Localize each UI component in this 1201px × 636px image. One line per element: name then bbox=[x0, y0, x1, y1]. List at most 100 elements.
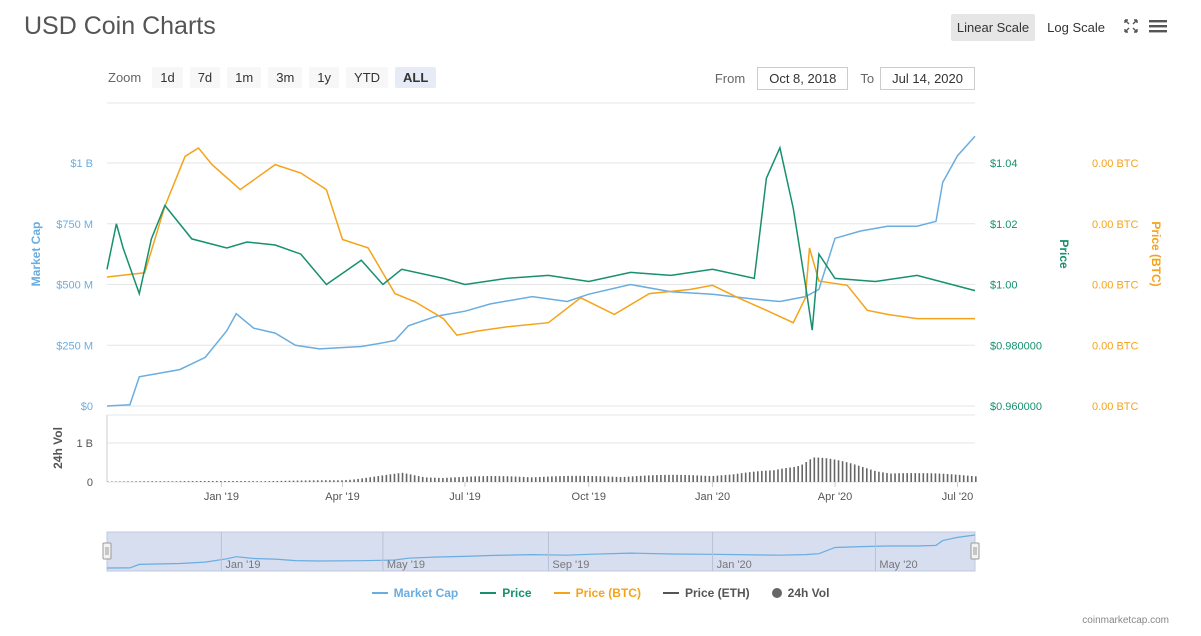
volume-bar bbox=[551, 476, 553, 482]
zoom-1d-button[interactable]: 1d bbox=[152, 67, 183, 88]
volume-bar bbox=[615, 476, 618, 482]
market-cap-axis-title: Market Cap bbox=[29, 222, 43, 287]
volume-bar bbox=[272, 481, 275, 482]
legend-price-btc[interactable]: Price (BTC) bbox=[553, 586, 641, 600]
volume-bar bbox=[708, 476, 711, 482]
volume-bar bbox=[894, 473, 896, 482]
volume-bar bbox=[619, 477, 622, 482]
volume-bar bbox=[369, 477, 372, 482]
market-cap-tick-label: $1 B bbox=[70, 158, 93, 170]
volume-bar bbox=[316, 480, 319, 482]
legend-swatch-price-btc bbox=[553, 592, 570, 594]
to-label: To bbox=[860, 71, 875, 86]
volume-bar bbox=[296, 480, 299, 482]
volume-bar bbox=[308, 480, 311, 482]
log-scale-button[interactable]: Log Scale bbox=[1047, 20, 1105, 35]
volume-bar bbox=[833, 459, 836, 482]
volume-bar bbox=[119, 481, 121, 482]
volume-bar bbox=[236, 481, 238, 482]
volume-bar bbox=[599, 476, 602, 482]
volume-bar bbox=[405, 473, 408, 482]
legend-price-eth[interactable]: Price (ETH) bbox=[662, 586, 750, 600]
volume-bar bbox=[942, 473, 945, 482]
zoom-7d-button[interactable]: 7d bbox=[189, 67, 221, 88]
volume-bar bbox=[325, 480, 327, 482]
price-btc-tick-label: 0.00 BTC bbox=[1092, 340, 1139, 352]
volume-axis-title: 24h Vol bbox=[51, 427, 65, 469]
credits[interactable]: coinmarketcap.com bbox=[1082, 615, 1169, 626]
market-cap-tick-label: $250 M bbox=[56, 340, 93, 352]
volume-bar bbox=[918, 473, 921, 482]
volume-bar bbox=[534, 477, 537, 482]
volume-bar bbox=[268, 481, 271, 482]
hamburger-menu-icon[interactable] bbox=[1149, 18, 1167, 39]
volume-bar bbox=[143, 481, 145, 482]
fullscreen-icon[interactable] bbox=[1123, 18, 1139, 39]
volume-bar bbox=[744, 472, 747, 482]
volume-bar bbox=[954, 474, 957, 482]
volume-bar bbox=[906, 473, 908, 482]
volume-bar bbox=[421, 476, 424, 482]
volume-bar bbox=[349, 479, 351, 482]
volume-bar bbox=[728, 474, 731, 482]
volume-tick-label: 1 B bbox=[76, 438, 93, 450]
volume-bar bbox=[498, 476, 501, 482]
from-date-input[interactable]: Oct 8, 2018 bbox=[757, 67, 849, 90]
volume-bar bbox=[203, 481, 206, 482]
legend-market-cap[interactable]: Market Cap bbox=[371, 586, 458, 600]
volume-bar bbox=[676, 474, 678, 482]
zoom-1m-button[interactable]: 1m bbox=[227, 67, 262, 88]
x-tick-label: Jul '20 bbox=[942, 491, 973, 503]
legend-24h-vol[interactable]: 24h Vol bbox=[771, 586, 829, 600]
volume-bar bbox=[526, 477, 529, 482]
volume-bar bbox=[401, 472, 404, 482]
from-label: From bbox=[714, 71, 746, 86]
price-btc-tick-label: 0.00 BTC bbox=[1092, 401, 1139, 413]
legend-price[interactable]: Price bbox=[480, 586, 532, 600]
volume-bar bbox=[377, 476, 380, 482]
volume-bar bbox=[631, 476, 634, 482]
volume-bar bbox=[187, 481, 190, 482]
volume-bar bbox=[817, 457, 820, 482]
volume-bar bbox=[454, 477, 456, 482]
legend-swatch-market-cap bbox=[371, 592, 388, 594]
volume-bar bbox=[958, 474, 961, 482]
zoom-all-button[interactable]: ALL bbox=[395, 67, 437, 88]
volume-bar bbox=[966, 475, 969, 482]
volume-bar bbox=[579, 475, 581, 482]
volume-bar bbox=[591, 476, 594, 482]
market-cap-tick-label: $0 bbox=[81, 401, 93, 413]
zoom-3m-button[interactable]: 3m bbox=[268, 67, 303, 88]
volume-bar bbox=[716, 475, 719, 482]
navigator-left-handle[interactable] bbox=[102, 542, 112, 560]
volume-bar bbox=[874, 470, 876, 482]
volume-bar bbox=[688, 475, 690, 482]
volume-bar bbox=[337, 480, 339, 482]
to-date-input[interactable]: Jul 14, 2020 bbox=[880, 67, 975, 90]
volume-bar bbox=[478, 476, 481, 482]
volume-bar bbox=[288, 480, 291, 482]
volume-bar bbox=[442, 477, 444, 482]
volume-bar bbox=[849, 463, 852, 482]
volume-bar bbox=[623, 476, 626, 482]
volume-bar bbox=[805, 461, 808, 482]
volume-bar bbox=[490, 476, 493, 482]
legend-dot-24h-vol bbox=[771, 588, 782, 598]
zoom-1y-button[interactable]: 1y bbox=[309, 67, 340, 88]
volume-bar bbox=[825, 458, 828, 482]
navigator-right-handle[interactable] bbox=[970, 542, 980, 560]
zoom-ytd-button[interactable]: YTD bbox=[346, 67, 389, 88]
volume-bar bbox=[769, 470, 771, 482]
linear-scale-button[interactable]: Linear Scale bbox=[950, 14, 1036, 41]
volume-bar bbox=[361, 478, 363, 482]
volume-bar bbox=[333, 480, 335, 482]
volume-bar bbox=[183, 481, 186, 482]
volume-bar bbox=[510, 476, 513, 482]
volume-bar bbox=[518, 476, 521, 482]
volume-bar bbox=[801, 464, 803, 482]
volume-bar bbox=[970, 475, 973, 482]
legend: Market Cap Price Price (BTC) Price (ETH)… bbox=[0, 586, 1201, 600]
volume-bar bbox=[175, 481, 178, 482]
volume-tick-label: 0 bbox=[87, 477, 93, 489]
